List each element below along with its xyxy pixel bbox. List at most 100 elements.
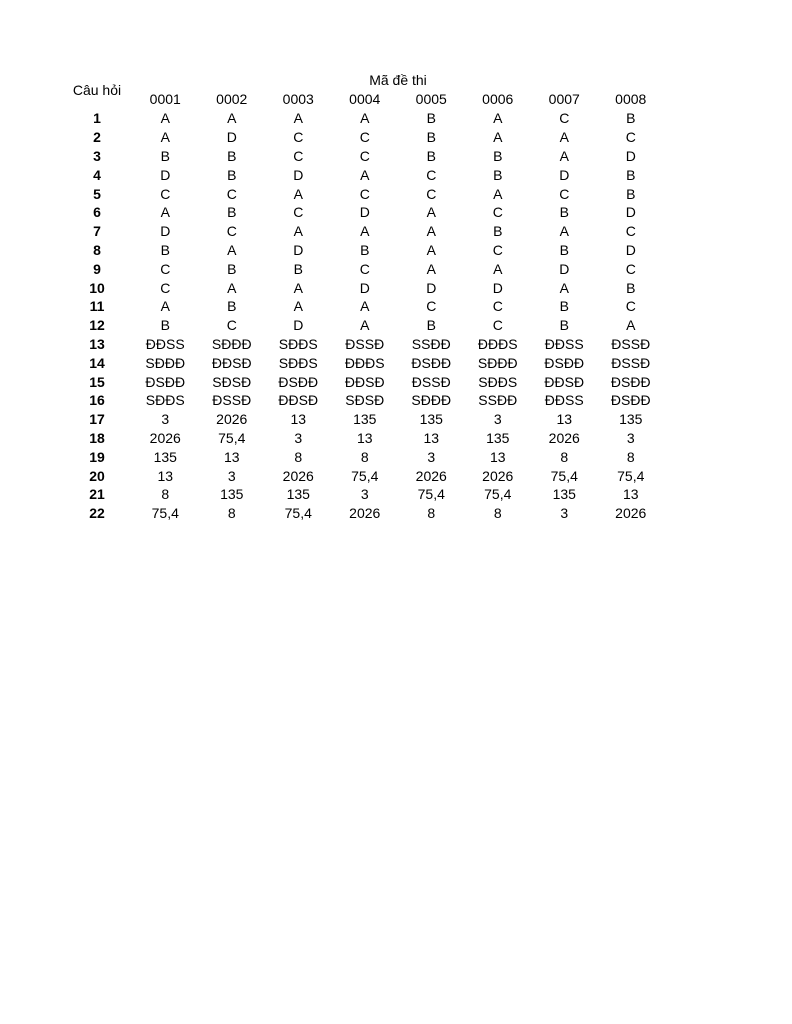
- answer-cell: D: [559, 166, 570, 183]
- answer-cell: A: [293, 185, 303, 202]
- answer-cell: ĐĐSĐ: [544, 373, 585, 390]
- answer-cell: C: [226, 223, 237, 240]
- answer-cell: 13: [423, 429, 440, 446]
- table-row: 4 D B D A C B D B: [62, 165, 664, 184]
- answer-cell: SĐĐS: [278, 335, 318, 352]
- answer-cell: A: [493, 185, 503, 202]
- answer-cell: B: [559, 204, 569, 221]
- answer-cell: ĐSSĐ: [611, 335, 651, 352]
- answer-cell: D: [359, 279, 370, 296]
- answer-cell: SĐĐS: [278, 354, 318, 371]
- answer-cell: ĐĐĐS: [477, 335, 518, 352]
- question-number: 15: [89, 373, 105, 390]
- answer-cell: 75,4: [351, 467, 379, 484]
- answer-cell: ĐSSĐ: [611, 354, 651, 371]
- answer-cell: C: [625, 298, 636, 315]
- table-row: 19 135 13 8 8 3 13 8 8: [62, 447, 664, 466]
- answer-cell: D: [559, 260, 570, 277]
- answer-cell: 135: [353, 411, 377, 428]
- question-number: 18: [89, 429, 105, 446]
- answer-cell: 135: [153, 448, 177, 465]
- answer-cell: B: [626, 279, 636, 296]
- answer-cell: 8: [227, 505, 236, 522]
- answer-cell: 135: [552, 486, 576, 503]
- answer-cell: ĐĐSS: [145, 335, 185, 352]
- answer-cell: A: [227, 241, 237, 258]
- answer-cell: 2026: [615, 505, 647, 522]
- table-row: 18 2026 75,4 3 13 13 135 2026 3: [62, 429, 664, 448]
- question-number: 4: [93, 166, 101, 183]
- answer-cell: A: [426, 204, 436, 221]
- exam-code-group-header: Mã đề thi: [369, 71, 427, 88]
- answer-cell: 8: [161, 486, 170, 503]
- answer-cell: ĐSSĐ: [411, 373, 451, 390]
- answer-cell: D: [625, 241, 636, 258]
- answer-cell: A: [293, 223, 303, 240]
- answer-cell: A: [360, 298, 370, 315]
- question-number: 19: [89, 448, 105, 465]
- answer-cell: C: [492, 317, 503, 334]
- answer-cell: 135: [419, 411, 443, 428]
- answer-cell: ĐSSĐ: [212, 392, 252, 409]
- column-header: 0003: [282, 91, 314, 107]
- answer-cell: B: [559, 241, 569, 258]
- question-number: 1: [93, 110, 101, 127]
- answer-cell: B: [227, 166, 237, 183]
- question-number: 5: [93, 185, 101, 202]
- answer-cell: B: [360, 241, 370, 258]
- question-number: 20: [89, 467, 105, 484]
- answer-cell: SĐSĐ: [212, 373, 252, 390]
- column-header: 0008: [615, 91, 647, 107]
- question-number: 9: [93, 260, 101, 277]
- answer-cell: 8: [427, 505, 436, 522]
- answer-cell: D: [625, 147, 636, 164]
- answer-cell: 135: [619, 411, 643, 428]
- answer-cell: C: [293, 129, 304, 146]
- answer-cell: 13: [223, 448, 240, 465]
- answer-cell: SSĐĐ: [411, 335, 451, 352]
- question-number: 21: [89, 486, 105, 503]
- answer-cell: D: [160, 223, 171, 240]
- answer-cell: ĐĐSS: [544, 392, 584, 409]
- answer-cell: C: [492, 298, 503, 315]
- question-number: 3: [93, 147, 101, 164]
- answer-cell: C: [426, 166, 437, 183]
- answer-cell: 13: [556, 411, 573, 428]
- answer-cell: 8: [360, 448, 369, 465]
- answer-cell: ĐĐSĐ: [278, 392, 319, 409]
- table-row: 20 13 3 2026 75,4 2026 2026 75,4 75,4: [62, 466, 664, 485]
- answer-cell: 75,4: [484, 486, 512, 503]
- table-row: 16 SĐĐS ĐSSĐ ĐĐSĐ SĐSĐ SĐĐĐ SSĐĐ ĐĐSS ĐSĐĐ: [62, 391, 664, 410]
- answer-cell: SĐĐĐ: [211, 335, 252, 352]
- answer-cell: B: [293, 260, 303, 277]
- answer-cell: ĐSĐĐ: [544, 354, 585, 371]
- answer-cell: ĐSĐĐ: [411, 354, 452, 371]
- answer-cell: A: [559, 129, 569, 146]
- answer-cell: 3: [427, 448, 436, 465]
- answer-cell: A: [160, 298, 170, 315]
- answer-cell: C: [426, 185, 437, 202]
- column-header-row: 0001 0002 0003 0004 0005 0006 0007 0008: [62, 89, 664, 109]
- answer-cell: B: [559, 317, 569, 334]
- answer-cell: C: [625, 223, 636, 240]
- answer-cell: 13: [622, 486, 639, 503]
- answer-cell: B: [626, 185, 636, 202]
- answer-cell: C: [625, 129, 636, 146]
- answer-cell: B: [493, 147, 503, 164]
- table-row: 11 A B A A C C B C: [62, 297, 664, 316]
- answer-cell: A: [626, 317, 636, 334]
- answer-cell: B: [493, 223, 503, 240]
- answer-cell: B: [160, 317, 170, 334]
- answer-cell: C: [559, 110, 570, 127]
- answer-cell: A: [160, 129, 170, 146]
- answer-cell: A: [160, 110, 170, 127]
- answer-cell: 13: [356, 429, 373, 446]
- answer-cell: C: [359, 129, 370, 146]
- answer-cell: 13: [489, 448, 506, 465]
- answer-cell: A: [360, 317, 370, 334]
- answer-cell: B: [426, 129, 436, 146]
- answer-cell: C: [226, 185, 237, 202]
- answer-cell: A: [426, 241, 436, 258]
- answer-cell: SĐSĐ: [345, 392, 385, 409]
